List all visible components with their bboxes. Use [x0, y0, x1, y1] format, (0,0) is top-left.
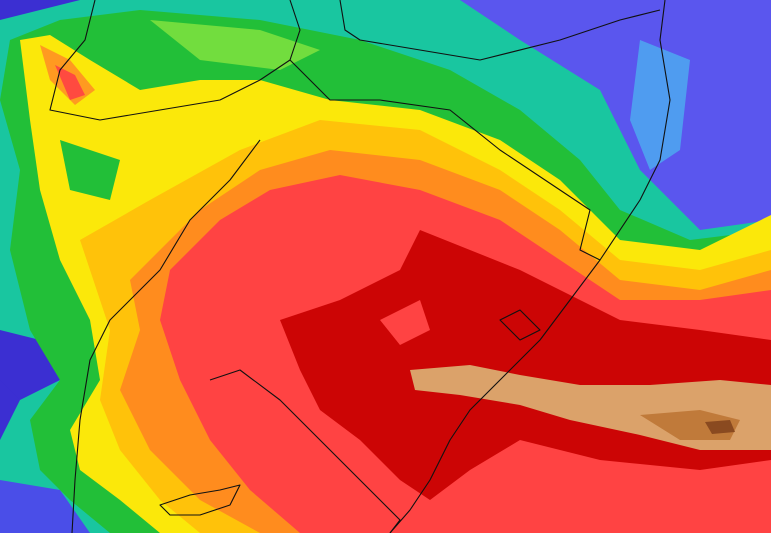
- field-green-patch: [60, 140, 120, 200]
- field-red-hole: [380, 300, 430, 345]
- field-dark-blue-west: [0, 330, 60, 400]
- border-line: [49, 0, 301, 121]
- field-dark-brown: [705, 420, 735, 434]
- field-blue-southwest: [0, 480, 90, 533]
- border-line: [289, 0, 671, 261]
- field-light-green: [150, 20, 320, 70]
- field-light-blue: [630, 40, 690, 170]
- coastline: [389, 259, 601, 533]
- field-red-north: [55, 65, 85, 100]
- border-line: [339, 0, 661, 61]
- border-line: [209, 369, 401, 533]
- lagoon-outline: [499, 309, 541, 341]
- lagoon-outline: [159, 484, 241, 516]
- border-line: [71, 139, 261, 533]
